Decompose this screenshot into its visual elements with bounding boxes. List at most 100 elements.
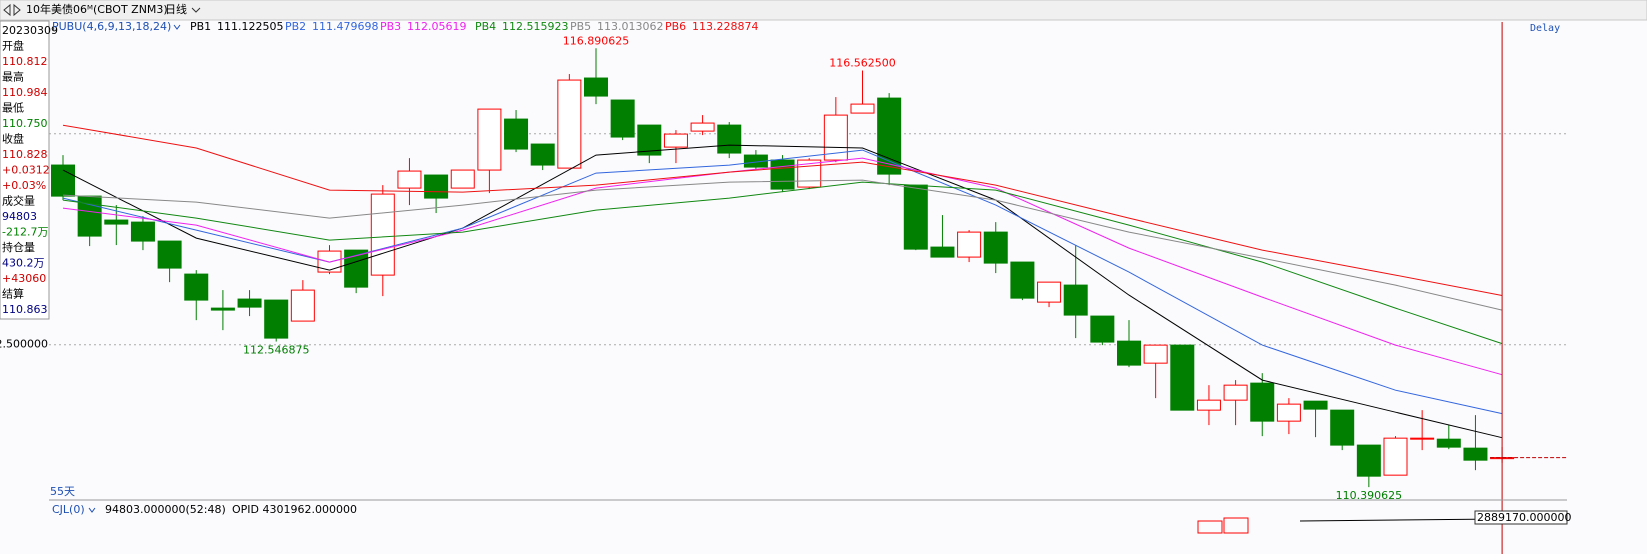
legend-value: 112.05619 (407, 20, 467, 33)
legend-name: PB4 (475, 20, 496, 33)
dropdown-arrow[interactable] (88, 507, 96, 513)
ma-line (62, 157, 1503, 376)
info-item: 结算 (2, 287, 24, 301)
period[interactable]: 日线 (165, 2, 187, 16)
candle-body (130, 221, 155, 242)
ma-line (62, 179, 1503, 311)
candle-body (1383, 437, 1408, 476)
candle-body (610, 99, 635, 138)
candle-body (237, 298, 262, 308)
info-item: 最低 (2, 102, 24, 115)
legend-name: PB3 (380, 20, 401, 33)
volume-value: 94803.000000(52:48) (105, 503, 226, 516)
dropdown-arrow[interactable] (191, 7, 201, 13)
candle-body (930, 246, 955, 258)
candle-body (1463, 447, 1488, 461)
info-item: +0.03% (2, 179, 46, 192)
volume-bar (1223, 517, 1249, 534)
high-label: 116.562500 (829, 56, 895, 69)
candle-body (557, 79, 582, 169)
candle-body (1436, 438, 1461, 448)
info-item: 430.2万 (2, 257, 45, 270)
cursor-value: 2889170.000000 (1477, 511, 1571, 524)
candle-body (1356, 444, 1381, 477)
candle-body (1010, 261, 1035, 299)
candle-body (210, 307, 235, 311)
legend-value: 111.479698 (312, 20, 378, 33)
info-item: 20230309 (2, 24, 58, 37)
legend-value: 112.515923 (502, 20, 568, 33)
candle-body (1410, 437, 1435, 440)
open-interest: OPID 4301962.000000 (232, 503, 357, 516)
candle-body (823, 114, 848, 161)
candle-body (51, 164, 75, 197)
legend-value: 111.122505 (217, 20, 283, 33)
candle-body (290, 289, 315, 322)
info-item: 最高 (2, 70, 24, 84)
candle-body (957, 231, 982, 258)
candle-body (983, 231, 1008, 264)
delay: Delay (1530, 23, 1560, 34)
candle-body (1117, 340, 1141, 366)
info-item: 持仓量 (2, 240, 35, 254)
candle-body (1276, 403, 1301, 422)
candle-body (184, 273, 209, 301)
candle-body (1250, 382, 1275, 422)
candle-body (397, 170, 422, 189)
volume-indicator[interactable]: CJL(0) (52, 503, 85, 516)
candle-body (850, 103, 875, 114)
info-item: -212.7万 (2, 226, 48, 239)
info-item: 94803 (2, 210, 37, 223)
candle-body (530, 143, 555, 166)
low-label: 110.390625 (1336, 489, 1402, 502)
candle-body (1090, 315, 1115, 343)
candle-body (584, 77, 608, 97)
instrument[interactable]: 10年美债06ᴹ(CBOT ZNM3) (26, 2, 168, 16)
candle-body (477, 108, 502, 171)
toolbar-icon[interactable] (3, 3, 21, 17)
info-item: 收盘 (2, 132, 24, 146)
dropdown-arrow[interactable] (173, 24, 181, 30)
info-item: 110.984 (2, 86, 48, 99)
candle-body (1223, 384, 1248, 401)
span-label: 55天 (50, 485, 75, 498)
candle-body (1170, 344, 1195, 411)
ma-line (62, 124, 1503, 296)
info-item: 110.863 (2, 303, 48, 316)
candle-body (637, 124, 662, 156)
indicator-name[interactable]: PUBU(4,6,9,13,18,24) (52, 20, 171, 33)
legend-name: PB6 (665, 20, 686, 33)
high-label: 116.890625 (563, 34, 629, 47)
info-panel (0, 20, 50, 320)
info-item: +0.0312 (2, 164, 50, 177)
candle-body (504, 118, 529, 150)
candle-body (317, 250, 342, 273)
candle-body (424, 174, 449, 199)
info-item: 110.750 (2, 117, 48, 130)
info-item: 110.828 (2, 148, 48, 161)
y-tick-label: 112.500000 (0, 338, 48, 351)
volume-bar (1197, 520, 1223, 534)
candle-body (877, 97, 902, 175)
legend-name: PB2 (285, 20, 306, 33)
candle-body (690, 122, 715, 132)
candle-body (717, 124, 742, 154)
candle-body (1330, 409, 1355, 446)
candle-body (770, 159, 795, 190)
ma-line (62, 149, 1503, 415)
cursor-box (1474, 510, 1568, 525)
ma-line (62, 144, 1503, 439)
candle-body (1063, 284, 1088, 316)
legend-value: 113.013062 (597, 20, 663, 33)
candle-body (1196, 399, 1221, 411)
candle-body (104, 219, 129, 225)
candle-body (450, 169, 475, 189)
legend-name: PB1 (190, 20, 211, 33)
oi-line (1299, 518, 1501, 522)
info-item: 110.812 (2, 55, 48, 68)
candle-body (1303, 400, 1328, 410)
legend-name: PB5 (570, 20, 591, 33)
candle-body (370, 193, 395, 276)
